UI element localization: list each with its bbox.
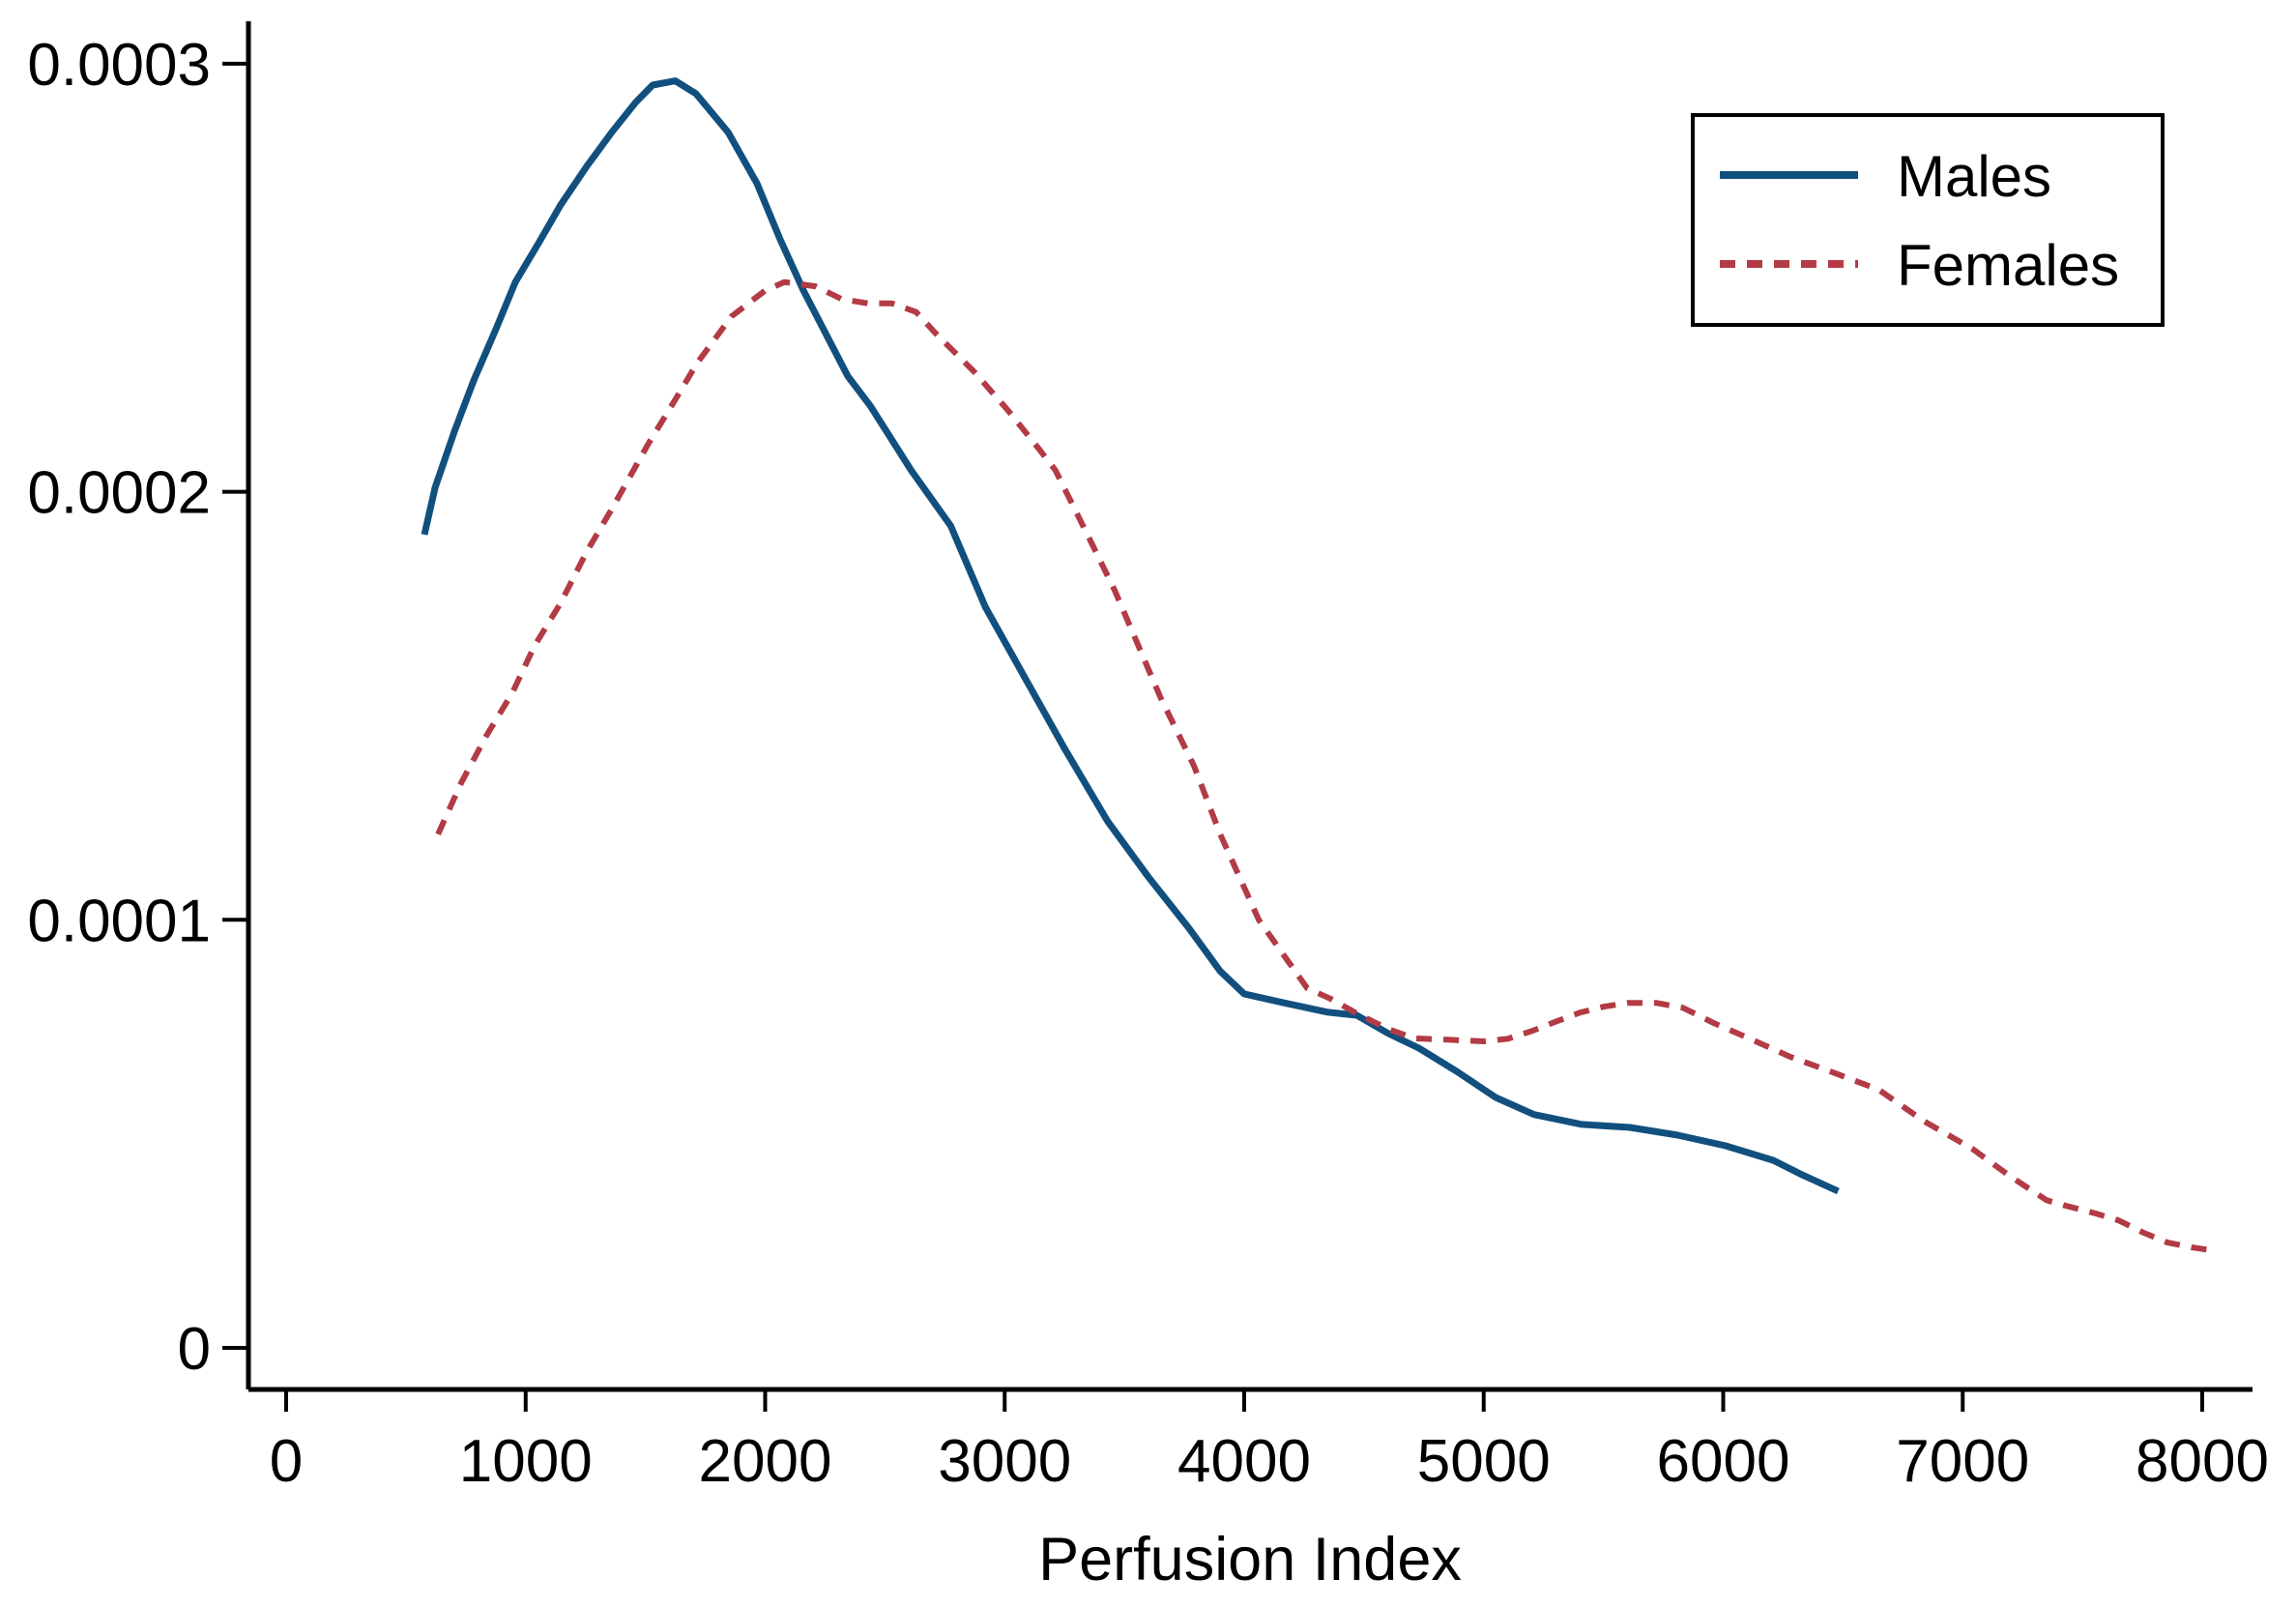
y-tick-label: 0.0002 xyxy=(27,460,211,527)
series-layer xyxy=(421,77,2213,1254)
x-tick-label: 1000 xyxy=(459,1428,593,1495)
x-tick-label: 5000 xyxy=(1417,1428,1551,1495)
females-density-curve xyxy=(435,278,2213,1254)
legend-label-males: Males xyxy=(1897,144,2051,209)
x-tick-label: 8000 xyxy=(2136,1428,2269,1495)
x-tick-label: 4000 xyxy=(1177,1428,1311,1495)
males-density-curve xyxy=(421,77,1840,1195)
legend-label-females: Females xyxy=(1897,233,2119,298)
axes-layer: 0 0.0001 0.0002 0.0003 0 1000 2000 3000 4000 5000… xyxy=(27,21,2269,1495)
y-tick-label: 0 xyxy=(178,1316,211,1383)
x-tick-label: 3000 xyxy=(938,1428,1071,1495)
y-tick-label: 0.0001 xyxy=(27,888,211,954)
x-tick-label: 0 xyxy=(270,1428,303,1495)
x-tick-label: 2000 xyxy=(699,1428,832,1495)
x-tick-label: 7000 xyxy=(1896,1428,2029,1495)
x-tick-label: 6000 xyxy=(1657,1428,1790,1495)
legend-box xyxy=(1691,113,2165,327)
legend: Males Females xyxy=(1691,113,2165,327)
x-axis-title: Perfusion Index xyxy=(1038,1526,1462,1593)
y-tick-label: 0.0003 xyxy=(27,32,211,99)
